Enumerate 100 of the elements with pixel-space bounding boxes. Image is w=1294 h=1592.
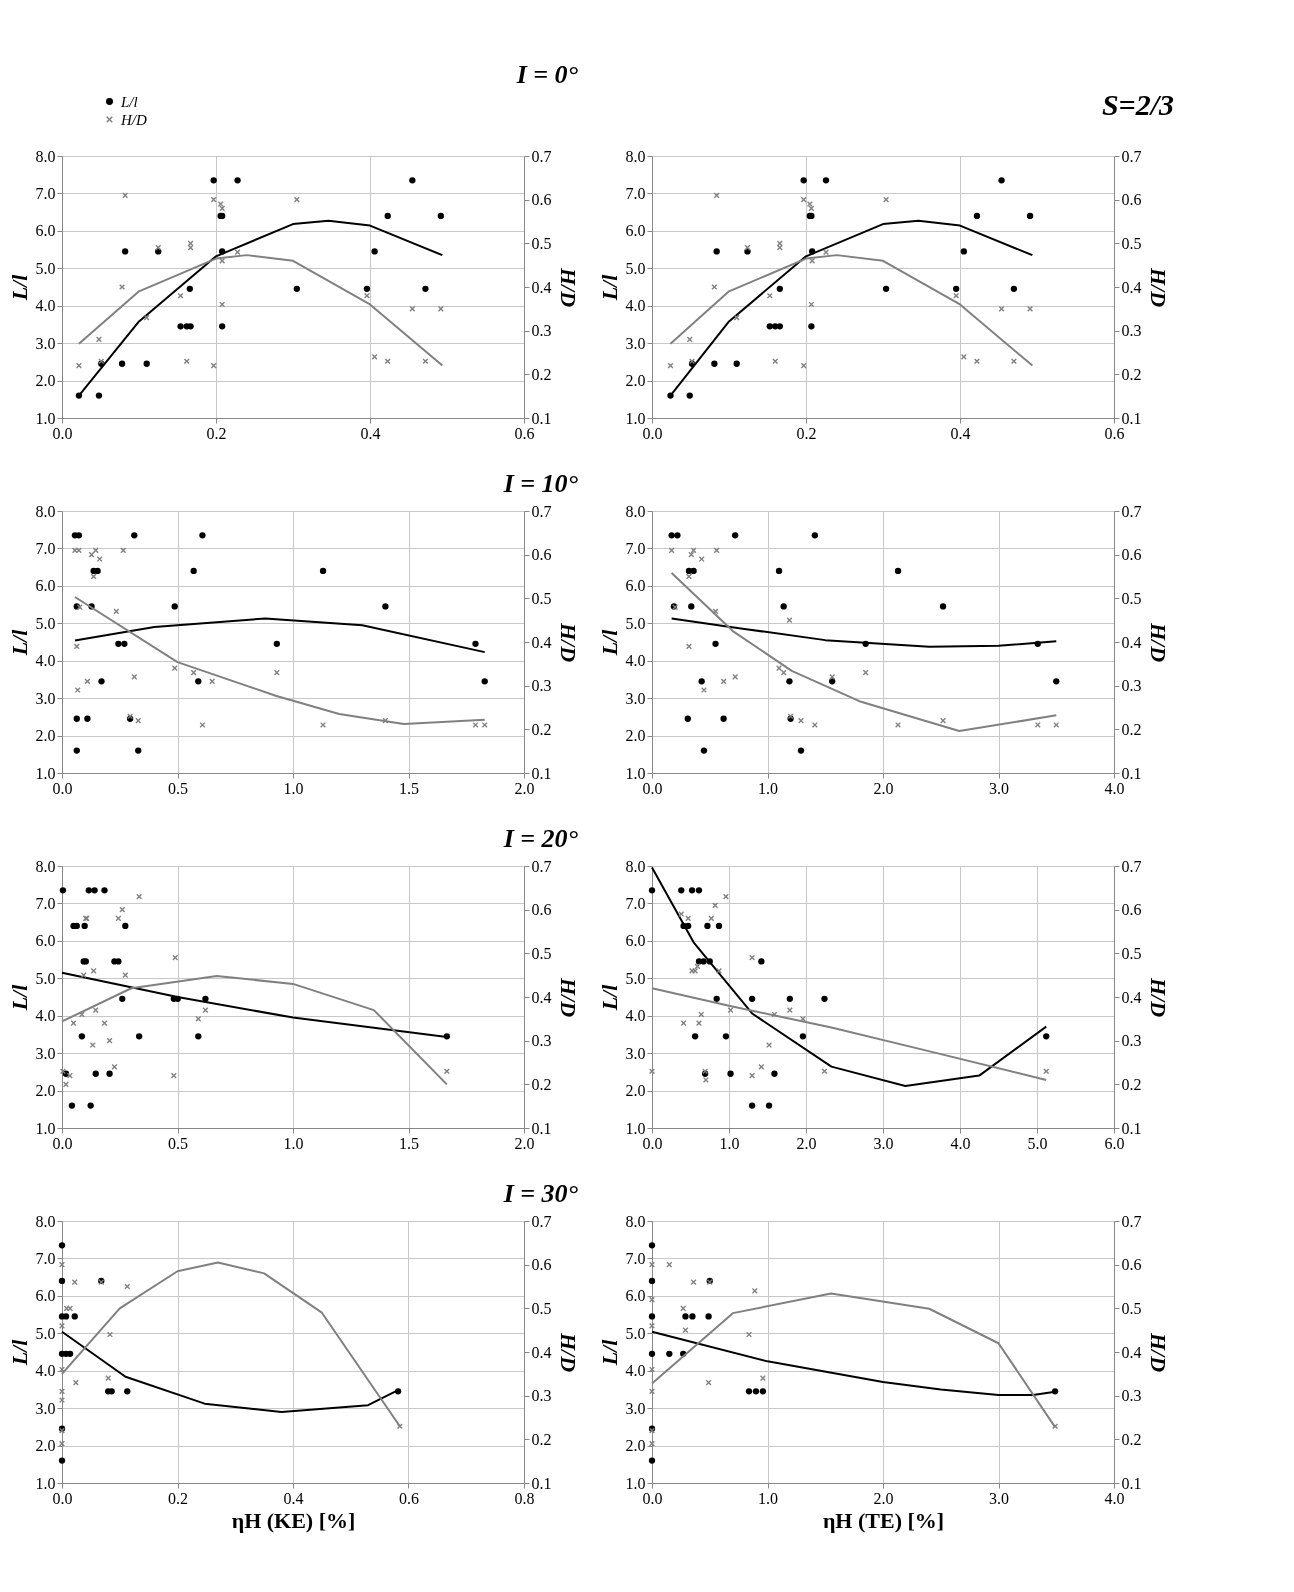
y-tick-label: 7.0	[35, 184, 56, 202]
y-tick-label: 5.0	[625, 969, 646, 987]
x-tick-label: 0.0	[52, 1489, 73, 1507]
y2-tick-label: 0.2	[1121, 1430, 1142, 1448]
y-tick-label: 4.0	[35, 1362, 56, 1380]
y2-tick-label: 0.3	[531, 322, 552, 340]
x-tick-label: 0.4	[950, 424, 971, 442]
x-tick-label: 5.0	[1027, 1134, 1048, 1152]
y-axis-title: L/l	[6, 983, 32, 1012]
y2-tick-label: 0.6	[531, 546, 552, 564]
y2-axis-title: H/D	[1145, 1331, 1171, 1373]
y-tick-label: 8.0	[35, 502, 56, 520]
y-tick-label: 8.0	[35, 857, 56, 875]
y-axis-title: L/l	[596, 1338, 622, 1367]
y2-tick-label: 0.7	[531, 1212, 552, 1230]
y-tick-label: 3.0	[35, 334, 56, 352]
y2-tick-label: 0.3	[1121, 677, 1142, 695]
x-tick-label: 3.0	[989, 1489, 1009, 1507]
x-tick-label: 0.4	[360, 424, 381, 442]
y2-tick-label: 0.2	[1121, 365, 1142, 383]
y-tick-label: 2.0	[35, 727, 56, 745]
y-tick-label: 8.0	[625, 502, 646, 520]
y-axis-title: L/l	[596, 983, 622, 1012]
y-tick-label: 1.0	[35, 1474, 56, 1492]
y2-tick-label: 0.6	[531, 901, 552, 919]
chart-title: I = 30°	[502, 1179, 579, 1208]
y-tick-label: 6.0	[625, 1287, 646, 1305]
y2-axis-title: H/D	[1145, 266, 1171, 308]
legend-label: H/D	[120, 111, 147, 128]
y-tick-label: 5.0	[625, 614, 646, 632]
y-tick-label: 1.0	[625, 1474, 646, 1492]
y2-tick-label: 0.3	[531, 677, 552, 695]
y-tick-label: 8.0	[35, 147, 56, 165]
x-tick-label: 3.0	[873, 1134, 894, 1152]
y2-tick-label: 0.5	[1121, 944, 1142, 962]
x-tick-label: 2.0	[514, 1134, 535, 1152]
y-tick-label: 6.0	[625, 577, 646, 595]
y2-tick-label: 0.7	[531, 857, 552, 875]
y-tick-label: 2.0	[625, 727, 646, 745]
y-tick-label: 3.0	[625, 1399, 646, 1417]
x-tick-label: 0.0	[52, 424, 73, 442]
x-tick-label: 1.0	[758, 779, 778, 797]
y-tick-label: 5.0	[35, 1324, 56, 1342]
y2-tick-label: 0.4	[1121, 633, 1142, 651]
x-tick-label: 1.0	[719, 1134, 740, 1152]
x-tick-label: 0.0	[642, 1489, 663, 1507]
y2-tick-label: 0.7	[1121, 857, 1142, 875]
x-tick-label: 0.2	[206, 424, 227, 442]
y2-tick-label: 0.1	[531, 764, 552, 782]
x-tick-label: 1.5	[399, 1134, 419, 1152]
x-tick-label: 0.6	[1104, 424, 1125, 442]
x-axis-title: ηH (KE) [%]	[231, 1507, 356, 1533]
y-tick-label: 7.0	[35, 1249, 56, 1267]
y-tick-label: 7.0	[625, 539, 646, 557]
y2-tick-label: 0.4	[531, 633, 552, 651]
y2-tick-label: 0.4	[531, 278, 552, 296]
y-axis-title: L/l	[596, 273, 622, 302]
y2-tick-label: 0.5	[531, 1299, 552, 1317]
y-tick-label: 7.0	[625, 184, 646, 202]
x-tick-label: 0.0	[642, 1134, 663, 1152]
y-tick-label: 5.0	[35, 614, 56, 632]
y2-tick-label: 0.3	[531, 1387, 552, 1405]
y-tick-label: 6.0	[35, 932, 56, 950]
chart-title: I = 20°	[502, 824, 579, 853]
y2-tick-label: 0.7	[531, 502, 552, 520]
y2-tick-label: 0.5	[531, 944, 552, 962]
y2-tick-label: 0.3	[1121, 1387, 1142, 1405]
y2-tick-label: 0.1	[1121, 409, 1142, 427]
y-tick-label: 4.0	[625, 1362, 646, 1380]
x-tick-label: 1.0	[758, 1489, 778, 1507]
y2-tick-label: 0.5	[1121, 589, 1142, 607]
y2-tick-label: 0.1	[531, 1119, 552, 1137]
x-tick-label: 0.5	[168, 779, 188, 797]
y-tick-label: 5.0	[35, 969, 56, 987]
y-tick-label: 2.0	[625, 1437, 646, 1455]
y2-tick-label: 0.5	[1121, 1299, 1142, 1317]
y2-tick-label: 0.4	[1121, 1343, 1142, 1361]
y-tick-label: 6.0	[625, 222, 646, 240]
y2-tick-label: 0.6	[531, 191, 552, 209]
y-tick-label: 6.0	[35, 1287, 56, 1305]
y2-tick-label: 0.1	[531, 1474, 552, 1492]
y-axis-title: L/l	[6, 1338, 32, 1367]
x-tick-label: 2.0	[514, 779, 535, 797]
y2-tick-label: 0.1	[1121, 1474, 1142, 1492]
chart-title: I = 10°	[502, 469, 579, 498]
x-tick-label: 0.0	[642, 779, 663, 797]
y-tick-label: 4.0	[35, 1007, 56, 1025]
y-tick-label: 1.0	[625, 409, 646, 427]
y2-tick-label: 0.6	[1121, 1256, 1142, 1274]
chart-title: I = 0°	[515, 60, 579, 89]
y2-axis-title: H/D	[555, 976, 581, 1018]
y2-tick-label: 0.5	[531, 589, 552, 607]
y-tick-label: 2.0	[625, 372, 646, 390]
y-tick-label: 7.0	[625, 1249, 646, 1267]
y2-axis-title: H/D	[555, 621, 581, 663]
y2-tick-label: 0.4	[531, 988, 552, 1006]
y2-tick-label: 0.5	[531, 234, 552, 252]
y-tick-label: 2.0	[35, 1437, 56, 1455]
x-tick-label: 1.0	[283, 779, 304, 797]
y2-tick-label: 0.1	[531, 409, 552, 427]
